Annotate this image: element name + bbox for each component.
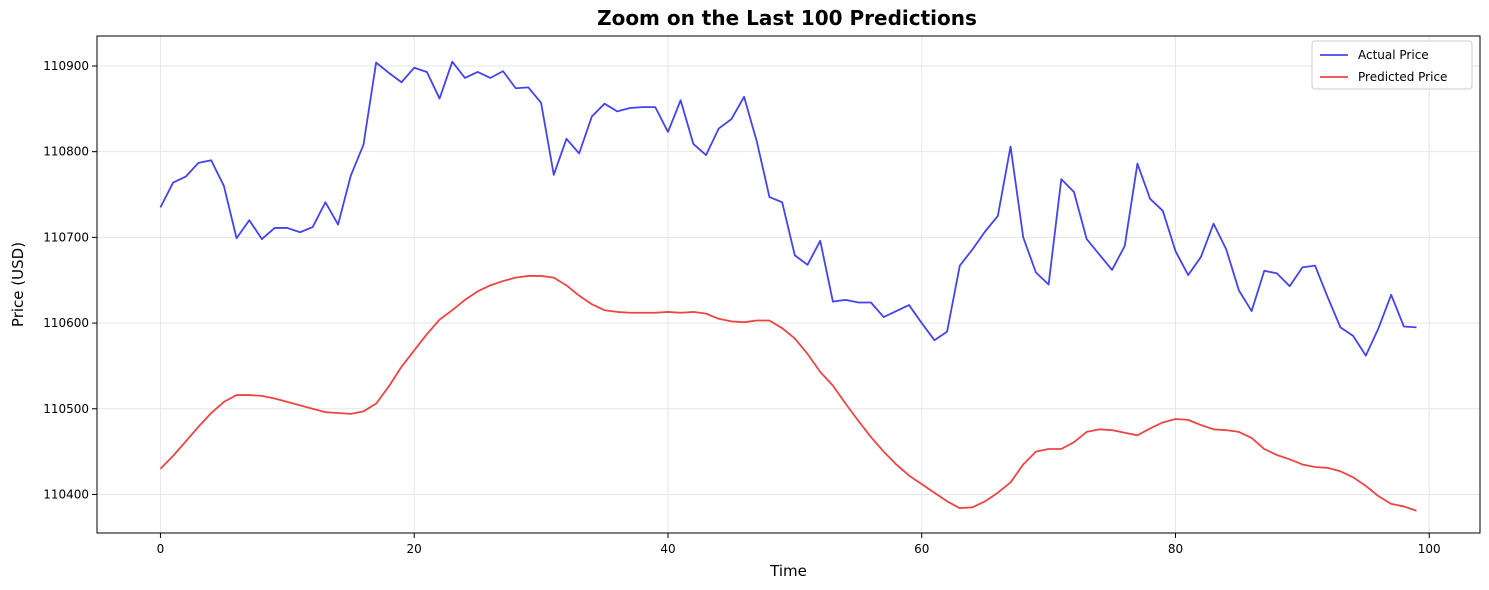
y-tick-label: 110400 xyxy=(43,487,89,501)
plot-frame xyxy=(96,35,1481,534)
series-line-predicted-price xyxy=(159,275,1417,512)
y-tick-label: 110500 xyxy=(43,402,89,416)
chart-title: Zoom on the Last 100 Predictions xyxy=(597,6,977,30)
y-tick-label: 110700 xyxy=(43,230,89,244)
y-tick-label: 110600 xyxy=(43,316,89,330)
x-axis-label: Time xyxy=(769,562,807,580)
x-tick-label: 60 xyxy=(914,542,929,556)
x-tick-label: 0 xyxy=(157,542,165,556)
legend: Actual Price Predicted Price xyxy=(1311,40,1473,90)
ticks: 0 20 40 60 80 100 110400 110500 110600 110700 1108… xyxy=(43,59,1441,556)
series-group xyxy=(159,60,1417,512)
x-tick-label: 80 xyxy=(1168,542,1183,556)
x-tick-label: 100 xyxy=(1418,542,1441,556)
legend-box xyxy=(1311,40,1473,90)
grid xyxy=(97,36,1480,533)
y-tick-label: 110800 xyxy=(43,145,89,159)
series-line-actual-price xyxy=(159,60,1417,357)
legend-label: Actual Price xyxy=(1358,48,1429,62)
x-tick-label: 40 xyxy=(660,542,675,556)
legend-label: Predicted Price xyxy=(1358,70,1447,84)
y-axis-label: Price (USD) xyxy=(9,242,27,327)
x-tick-label: 20 xyxy=(407,542,422,556)
y-tick-label: 110900 xyxy=(43,59,89,73)
